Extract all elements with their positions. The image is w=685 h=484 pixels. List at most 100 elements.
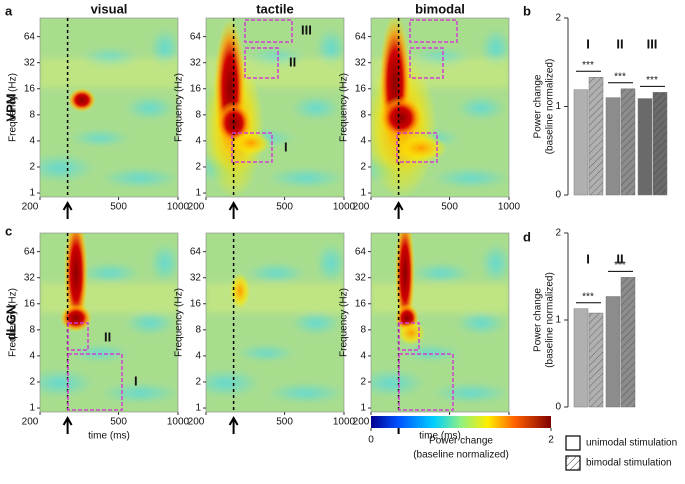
cool-patch bbox=[125, 311, 175, 335]
roi-box bbox=[409, 19, 458, 43]
y-tick-label: 32 bbox=[24, 57, 36, 68]
y-tick-label: 1 bbox=[195, 403, 201, 414]
y-axis-label: Frequency (Hz) bbox=[174, 288, 185, 357]
cool-patch bbox=[431, 168, 509, 188]
y-tick-label: 16 bbox=[355, 83, 367, 94]
panel-letter: c bbox=[5, 223, 12, 238]
roi-box bbox=[398, 353, 454, 411]
y-tick-label: 2 bbox=[195, 162, 201, 173]
roi-box bbox=[231, 132, 273, 163]
heatmap-texture bbox=[206, 243, 344, 403]
y-axis-label: (baseline normalized) bbox=[545, 272, 556, 368]
yellow-band bbox=[40, 283, 178, 313]
y-tick-label: 32 bbox=[355, 57, 367, 68]
x-tick-label: 200 bbox=[188, 202, 205, 213]
bar-hatch bbox=[589, 77, 603, 195]
cool-patch bbox=[40, 154, 95, 182]
y-tick-label: 64 bbox=[355, 31, 367, 42]
power-blob bbox=[230, 273, 250, 309]
y-tick-label: 2 bbox=[29, 377, 35, 388]
cool-patch bbox=[150, 243, 178, 283]
y-tick-label: 32 bbox=[355, 272, 367, 283]
cool-patch bbox=[401, 345, 461, 361]
y-tick-label: 4 bbox=[360, 351, 366, 362]
stimulus-arrow bbox=[62, 415, 73, 434]
cool-patch bbox=[40, 369, 95, 397]
roi-box bbox=[244, 19, 293, 43]
cool-patch bbox=[481, 28, 509, 68]
y-tick-label: 4 bbox=[29, 136, 35, 147]
cool-patch bbox=[371, 369, 426, 397]
stimulus-arrow bbox=[62, 200, 73, 219]
y-tick-label: 64 bbox=[355, 246, 367, 257]
cool-patch bbox=[316, 243, 344, 283]
y-tick-label: 8 bbox=[29, 109, 35, 120]
roi-label: II bbox=[104, 329, 111, 344]
heatmap-texture bbox=[40, 243, 178, 403]
heatmap-image bbox=[206, 18, 344, 197]
heatmap: 1 2 4 8 16 32 64 200 500 1000 Frequency (Hz) bbox=[174, 232, 356, 434]
heatmap-image bbox=[371, 18, 509, 197]
cool-patch bbox=[125, 96, 175, 120]
y-tick-label: 2 bbox=[555, 228, 561, 239]
y-tick-label: 1 bbox=[555, 101, 561, 112]
power-blob bbox=[68, 88, 96, 112]
legend-label: bimodal stimulation bbox=[586, 458, 672, 469]
stimulus-arrow bbox=[393, 200, 404, 219]
heatmap-image bbox=[40, 18, 178, 197]
category-label: II bbox=[616, 36, 623, 51]
cool-patch bbox=[411, 263, 471, 283]
significance-label: *** bbox=[614, 260, 626, 271]
power-blob bbox=[397, 321, 425, 345]
significance-label: *** bbox=[614, 71, 626, 82]
y-tick-label: 64 bbox=[24, 31, 36, 42]
heatmap-frame bbox=[39, 232, 179, 413]
cool-patch bbox=[236, 345, 296, 361]
cool-patch bbox=[70, 130, 130, 146]
row-label: dLGN bbox=[3, 305, 18, 340]
cool-patch bbox=[481, 243, 509, 283]
heatmap-frame bbox=[370, 232, 510, 413]
row-label: VPM bbox=[3, 93, 18, 121]
x-tick-label: 500 bbox=[110, 417, 127, 428]
category-label: II bbox=[616, 251, 623, 266]
column-title: bimodal bbox=[415, 1, 465, 16]
heatmap-frame bbox=[39, 17, 179, 198]
significance-label: *** bbox=[646, 75, 658, 86]
y-tick-label: 8 bbox=[195, 109, 201, 120]
x-axis-label: time (ms) bbox=[88, 431, 130, 442]
column-title: visual bbox=[91, 1, 128, 16]
y-axis-label: Frequency (Hz) bbox=[8, 73, 19, 142]
y-tick-label: 2 bbox=[29, 162, 35, 173]
x-tick-label: 200 bbox=[353, 417, 370, 428]
roi-box bbox=[409, 47, 444, 79]
cool-patch bbox=[291, 311, 341, 335]
heatmap: 1 2 4 8 16 32 64 200 500 1000 Frequency (Hz) time (… bbox=[8, 232, 190, 442]
y-tick-label: 64 bbox=[190, 246, 202, 257]
y-tick-label: 16 bbox=[190, 83, 202, 94]
significance-label: *** bbox=[582, 291, 594, 302]
cool-patch bbox=[100, 168, 178, 188]
y-axis-label: Frequency (Hz) bbox=[174, 73, 185, 142]
y-tick-label: 32 bbox=[24, 272, 36, 283]
roi-box bbox=[398, 322, 420, 351]
x-tick-label: 1000 bbox=[167, 202, 190, 213]
cool-patch bbox=[266, 168, 344, 188]
y-axis-label: Frequency (Hz) bbox=[339, 288, 350, 357]
y-axis-label: Frequency (Hz) bbox=[8, 288, 19, 357]
cool-patch bbox=[70, 345, 130, 361]
y-tick-label: 64 bbox=[24, 246, 36, 257]
column-title: tactile bbox=[256, 1, 294, 16]
heatmap-frame bbox=[205, 17, 345, 198]
roi-label: II bbox=[289, 54, 296, 69]
x-tick-label: 200 bbox=[22, 202, 39, 213]
y-tick-label: 16 bbox=[190, 298, 202, 309]
y-tick-label: 1 bbox=[360, 403, 366, 414]
y-tick-label: 8 bbox=[29, 324, 35, 335]
panel-letter: a bbox=[5, 3, 13, 18]
y-tick-label: 1 bbox=[555, 315, 561, 326]
power-blob bbox=[231, 131, 271, 155]
x-tick-label: 1000 bbox=[333, 417, 356, 428]
cool-patch bbox=[291, 96, 341, 120]
